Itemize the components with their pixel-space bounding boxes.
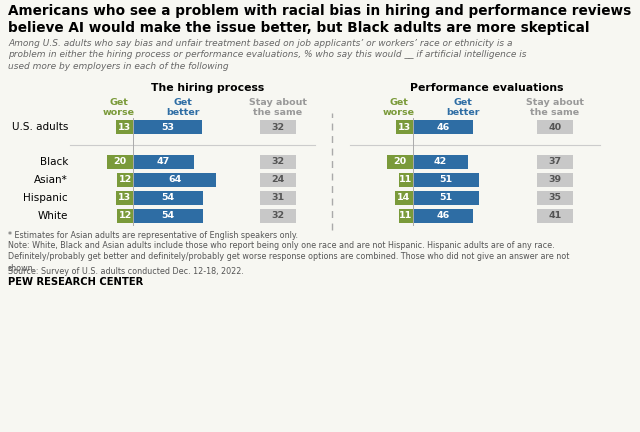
Bar (260, 173, 296, 187)
Text: Get
better: Get better (166, 98, 200, 118)
Text: 24: 24 (271, 175, 285, 184)
Text: White: White (38, 211, 68, 221)
Text: Get
worse: Get worse (383, 98, 415, 118)
Text: 64: 64 (168, 175, 181, 184)
Text: Asian*: Asian* (35, 175, 68, 185)
Bar (399, 173, 413, 187)
Text: 54: 54 (161, 194, 175, 203)
Text: PEW RESEARCH CENTER: PEW RESEARCH CENTER (8, 277, 143, 287)
Bar (396, 120, 413, 134)
Text: Black: Black (40, 157, 68, 167)
Text: U.S. adults: U.S. adults (12, 122, 68, 132)
Text: 35: 35 (548, 194, 561, 203)
Text: 12: 12 (118, 212, 132, 220)
Text: Stay about
the same: Stay about the same (249, 98, 307, 118)
Text: 51: 51 (440, 175, 452, 184)
Bar (133, 191, 204, 205)
Text: 40: 40 (548, 123, 561, 131)
Text: The hiring process: The hiring process (152, 83, 264, 93)
Text: 51: 51 (440, 194, 452, 203)
Text: 13: 13 (118, 123, 131, 131)
Bar (116, 120, 133, 134)
Bar (399, 209, 413, 223)
Bar (260, 209, 296, 223)
Text: 20: 20 (113, 158, 127, 166)
Text: Performance evaluations: Performance evaluations (410, 83, 564, 93)
Text: 46: 46 (436, 212, 449, 220)
Text: Source: Survey of U.S. adults conducted Dec. 12-18, 2022.: Source: Survey of U.S. adults conducted … (8, 267, 244, 276)
Text: 47: 47 (157, 158, 170, 166)
Bar (537, 191, 573, 205)
Bar (116, 191, 133, 205)
Bar (117, 209, 133, 223)
Bar (260, 155, 296, 169)
Bar (537, 120, 573, 134)
Text: 32: 32 (271, 158, 285, 166)
Text: Get
worse: Get worse (103, 98, 135, 118)
Bar (133, 173, 216, 187)
Text: 12: 12 (118, 175, 132, 184)
Bar (413, 209, 473, 223)
Bar (133, 155, 194, 169)
Bar (413, 120, 473, 134)
Text: 11: 11 (399, 212, 412, 220)
Bar (395, 191, 413, 205)
Text: Americans who see a problem with racial bias in hiring and performance reviews
b: Americans who see a problem with racial … (8, 4, 631, 35)
Bar (537, 173, 573, 187)
Text: 14: 14 (397, 194, 410, 203)
Bar (413, 191, 479, 205)
Bar (387, 155, 413, 169)
Text: 11: 11 (399, 175, 412, 184)
Bar (133, 209, 204, 223)
Bar (117, 173, 133, 187)
Text: 54: 54 (161, 212, 175, 220)
Text: 13: 13 (118, 194, 131, 203)
Text: 37: 37 (548, 158, 561, 166)
Bar (537, 209, 573, 223)
Bar (413, 155, 468, 169)
Text: 13: 13 (398, 123, 411, 131)
Text: 39: 39 (548, 175, 561, 184)
Bar (260, 191, 296, 205)
Text: 31: 31 (271, 194, 285, 203)
Bar (107, 155, 133, 169)
Text: 20: 20 (394, 158, 406, 166)
Text: 41: 41 (548, 212, 562, 220)
Bar (133, 120, 202, 134)
Text: Get
better: Get better (446, 98, 480, 118)
Bar (413, 173, 479, 187)
Text: Among U.S. adults who say bias and unfair treatment based on job applicants’ or : Among U.S. adults who say bias and unfai… (8, 39, 527, 71)
Text: 53: 53 (161, 123, 174, 131)
Text: 42: 42 (434, 158, 447, 166)
Bar (537, 155, 573, 169)
Text: Note: White, Black and Asian adults include those who report being only one race: Note: White, Black and Asian adults incl… (8, 241, 570, 273)
Bar (260, 120, 296, 134)
Text: Stay about
the same: Stay about the same (526, 98, 584, 118)
Text: * Estimates for Asian adults are representative of English speakers only.: * Estimates for Asian adults are represe… (8, 231, 298, 240)
Text: 46: 46 (436, 123, 449, 131)
Text: Hispanic: Hispanic (24, 193, 68, 203)
Text: 32: 32 (271, 123, 285, 131)
Text: 32: 32 (271, 212, 285, 220)
